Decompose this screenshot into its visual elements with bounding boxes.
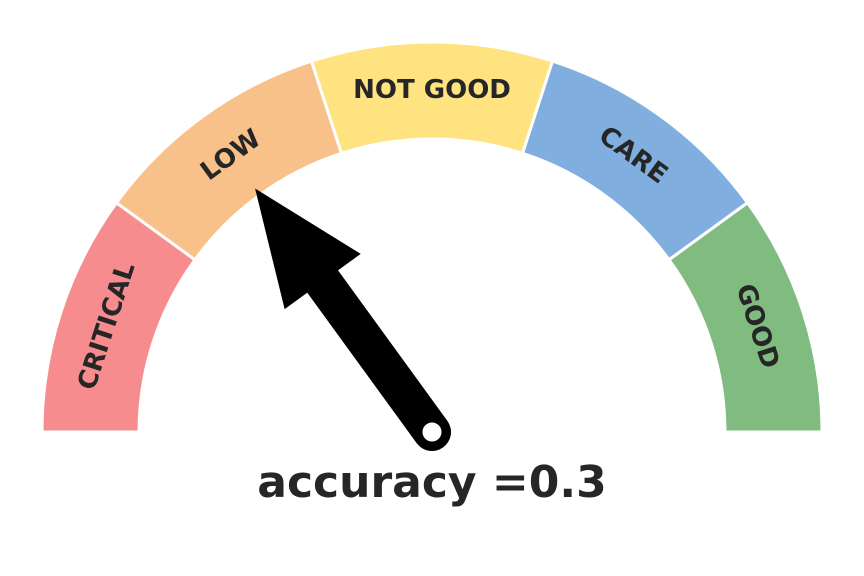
needle-hub (415, 415, 449, 449)
gauge-readout: accuracy =0.3 (257, 457, 606, 508)
gauge-label-not-good: NOT GOOD (353, 75, 511, 105)
gauge-needle (255, 188, 451, 451)
gauge-segment-good (666, 200, 824, 434)
gauge-segments (40, 40, 824, 434)
needle-shaft (297, 254, 451, 451)
needle-head (255, 188, 361, 310)
